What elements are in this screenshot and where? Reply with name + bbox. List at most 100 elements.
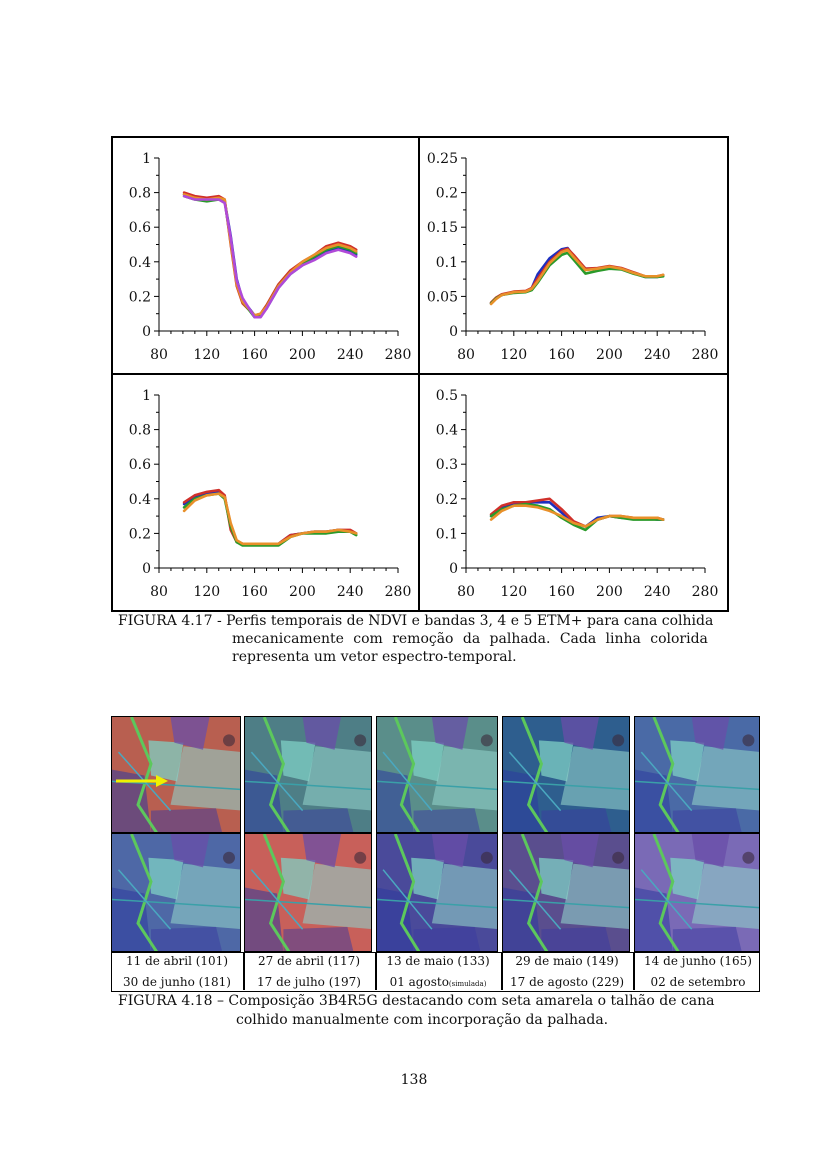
figure-4-17-panel-grid: 0 0.2 0.4 0.6 0.8 1 80 120 160 200 240 280 0 0.05 0.1… [111, 136, 729, 612]
landscape-image [503, 834, 629, 951]
series-line-5 [182, 194, 358, 319]
date-label-bottom: 17 de julho (197) [245, 975, 373, 989]
date-label-top: 13 de maio (133) [386, 954, 490, 968]
field-patch [538, 857, 574, 900]
landscape-image [112, 834, 240, 951]
caption-word: com [353, 631, 383, 647]
field-patch [560, 834, 599, 868]
river-line [130, 834, 158, 951]
date-label-bottom-text: 01 agosto [389, 975, 449, 989]
series-line-4 [182, 492, 358, 546]
y-tick-label: 0 [449, 324, 458, 340]
field-patch [672, 926, 742, 951]
composite-image-tile [111, 833, 241, 952]
field-patch [431, 834, 469, 868]
x-tick-label: 240 [644, 584, 671, 600]
field-patch [148, 740, 184, 782]
road-line [508, 751, 562, 812]
x-tick-label: 80 [457, 347, 475, 363]
y-tick-label: 0.15 [427, 220, 458, 236]
y-tick-label: 0.3 [436, 457, 458, 473]
field-patch [302, 863, 371, 930]
x-tick-label: 200 [289, 584, 316, 600]
caption-word: remoção [392, 631, 454, 647]
field-patch [691, 717, 730, 750]
road-line [640, 869, 693, 930]
caption-4-17-line-2: mecanicamente com remoção da palhada. Cada lin… [232, 631, 708, 648]
road-line [635, 898, 759, 909]
road-line [382, 751, 433, 812]
road-line [640, 751, 693, 812]
road-line [250, 869, 304, 930]
landscape-image [377, 834, 497, 951]
field-patch [635, 769, 673, 832]
y-tick-label: 0.05 [427, 289, 458, 305]
y-tick-label: 0.2 [129, 526, 151, 542]
date-label-bottom-text: 30 de junho (181) [123, 975, 231, 989]
field-patch [280, 857, 316, 900]
caption-4-17-line-1: FIGURA 4.17 - Perfis temporais de NDVI e… [118, 613, 714, 629]
field-patch [170, 746, 240, 811]
river-line [130, 717, 158, 832]
x-tick-label: 280 [385, 347, 412, 363]
x-tick-label: 120 [193, 347, 220, 363]
caption-word: da [462, 631, 481, 647]
landscape-image [503, 717, 629, 832]
date-label-note: (simulada) [448, 980, 487, 988]
chart-panel-bottom-right: 0 0.1 0.2 0.3 0.4 0.5 80 120 160 200 240 280 [420, 375, 727, 610]
dark-spot [742, 851, 755, 864]
composite-image-tile [376, 716, 498, 833]
field-patch [411, 740, 445, 782]
field-patch [431, 746, 497, 811]
date-label-bottom-text: 17 de agosto (229) [509, 975, 625, 989]
field-patch [280, 740, 316, 782]
x-tick-label: 200 [596, 347, 623, 363]
series-line-3 [182, 492, 358, 547]
field-patch [377, 887, 414, 951]
composite-image-tile [502, 716, 630, 833]
x-tick-label: 120 [500, 347, 527, 363]
field-patch [560, 717, 599, 750]
y-tick-label: 1 [142, 388, 151, 404]
field-patch [538, 740, 574, 782]
caption-4-18-line-1: FIGURA 4.18 – Composição 3B4R5G destacan… [118, 993, 715, 1009]
dark-spot [480, 851, 493, 864]
field-patch [413, 808, 481, 832]
series-line-2 [182, 191, 358, 317]
road-line [635, 780, 759, 791]
x-tick-label: 160 [241, 347, 268, 363]
road-line [117, 869, 172, 930]
landscape-image [112, 717, 240, 832]
field-patch [245, 769, 284, 832]
caption-word: colorida [650, 631, 708, 647]
road-line [382, 869, 433, 930]
composite-image-tile [111, 716, 241, 833]
date-label-bottom-text: 17 de julho (197) [256, 975, 361, 989]
ndvi-chart: 0 0.2 0.4 0.6 0.8 1 80 120 160 200 240 280 [129, 151, 412, 363]
landscape-image [635, 834, 759, 951]
river-line [393, 717, 421, 832]
x-tick-label: 80 [150, 584, 168, 600]
band4-chart: 0 0.2 0.4 0.6 0.8 1 80 120 160 200 240 280 [129, 388, 412, 600]
river-line [652, 834, 680, 951]
dark-spot [354, 851, 367, 864]
river-line [262, 717, 291, 832]
road-line [503, 898, 629, 909]
composite-image-tile [634, 833, 760, 952]
field-patch [112, 769, 151, 832]
road-line [508, 869, 562, 930]
field-patch [245, 887, 284, 951]
caption-word: linha [605, 631, 641, 647]
dark-spot [480, 734, 493, 747]
field-patch [560, 746, 629, 811]
field-patch [670, 857, 705, 900]
y-tick-label: 0.8 [129, 423, 151, 439]
y-tick-label: 0.25 [427, 151, 458, 167]
label-divider [375, 953, 377, 990]
y-tick-label: 0.6 [129, 457, 151, 473]
series-line-1 [182, 490, 358, 546]
x-tick-label: 200 [596, 584, 623, 600]
caption-word: mecanicamente [232, 631, 344, 647]
composite-image-tile [502, 833, 630, 952]
field-patch [302, 834, 341, 868]
